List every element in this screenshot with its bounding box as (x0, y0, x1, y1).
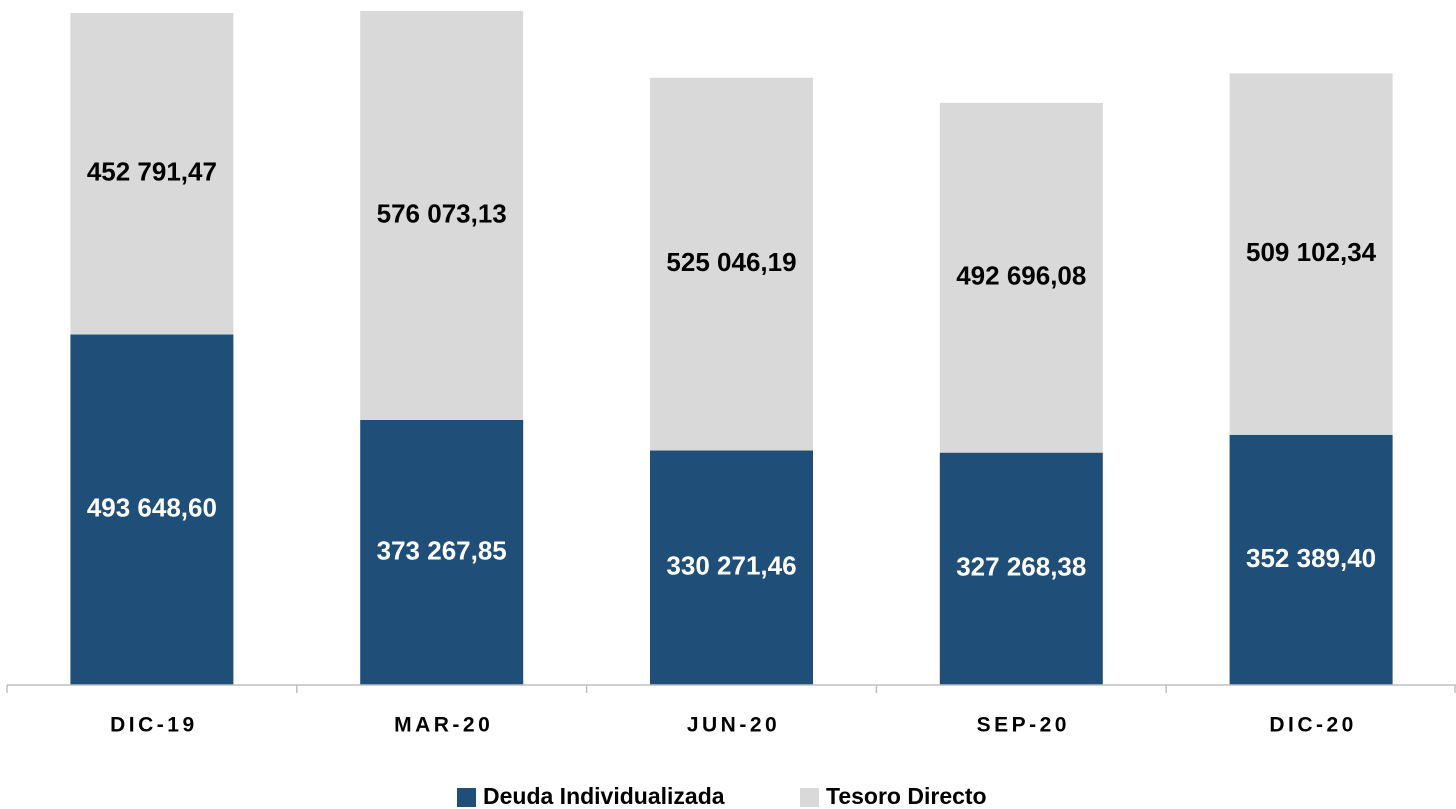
x-tick-label: DIC-20 (1269, 714, 1357, 737)
legend-label: Deuda Individualizada (483, 783, 725, 809)
legend-swatch (800, 788, 819, 807)
data-label: 576 073,13 (377, 198, 507, 228)
data-label: 509 102,34 (1246, 237, 1377, 267)
x-tick-label: DIC-19 (110, 714, 198, 737)
data-label: 452 791,47 (87, 157, 217, 187)
x-tick-label: MAR-20 (394, 714, 493, 737)
bar-segment (360, 419, 524, 685)
bar-segment (70, 334, 234, 685)
bar-segment (939, 452, 1103, 685)
legend-swatch (457, 788, 476, 807)
data-label: 493 648,60 (87, 493, 217, 523)
x-tick-label: JUN-20 (687, 714, 780, 737)
data-label: 352 389,40 (1246, 543, 1376, 573)
bar-segment (1229, 73, 1393, 435)
data-label: 492 696,08 (956, 261, 1086, 291)
bar-segment (939, 102, 1103, 453)
data-label: 373 267,85 (377, 535, 507, 565)
bar-segment (70, 13, 234, 335)
bar-segment (360, 11, 524, 420)
bar-segment (1229, 434, 1393, 685)
legend-label: Tesoro Directo (826, 783, 987, 809)
data-label: 525 046,19 (666, 247, 796, 277)
x-tick-label: SEP-20 (977, 714, 1070, 737)
bar-segment (650, 77, 813, 451)
bar-segment (650, 450, 813, 685)
data-label: 330 271,46 (666, 551, 796, 581)
data-label: 327 268,38 (956, 552, 1086, 582)
